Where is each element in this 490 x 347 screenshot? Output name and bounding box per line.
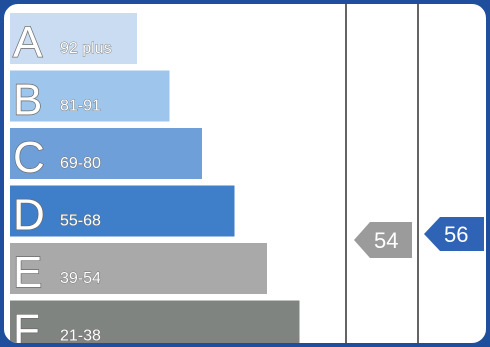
bar-letter-f: F — [13, 306, 40, 344]
bar-range-b: 81-91 — [60, 98, 101, 115]
energy-rating-chart: A 92 plus B 81-91 C 69-80 D 55-68 E 39-54 F 21-38 54… — [10, 4, 484, 344]
rating-marker-label-potential: 56 — [444, 222, 468, 247]
bar-letter-a: A — [13, 18, 43, 67]
bar-letter-b: B — [13, 76, 42, 125]
bar-range-c: 69-80 — [60, 155, 101, 172]
bar-letter-e: E — [13, 248, 42, 297]
bar-e — [10, 243, 267, 294]
bar-f — [10, 300, 300, 343]
bar-range-f: 21-38 — [60, 328, 101, 344]
bar-a — [10, 13, 137, 64]
bar-range-d: 55-68 — [60, 213, 101, 230]
bar-d — [10, 185, 235, 237]
bar-letter-c: C — [13, 133, 45, 182]
rating-marker-potential — [424, 217, 484, 251]
bar-c — [10, 128, 202, 179]
rating-marker-label-current: 54 — [374, 228, 398, 253]
bar-b — [10, 70, 170, 122]
bar-range-e: 39-54 — [60, 270, 101, 287]
bar-range-a: 92 plus — [60, 40, 112, 57]
rating-marker-current — [354, 222, 412, 258]
bar-letter-d: D — [13, 191, 45, 240]
